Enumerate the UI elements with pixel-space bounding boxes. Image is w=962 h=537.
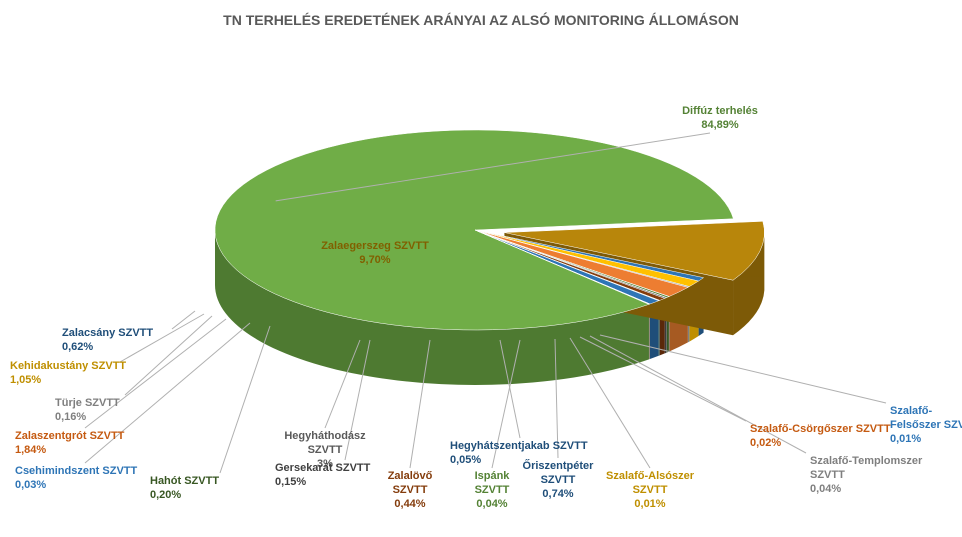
leader-line	[125, 316, 212, 395]
leader-line	[220, 326, 270, 473]
leader-line	[85, 323, 250, 463]
leader-line	[590, 336, 806, 453]
leader-line	[120, 314, 204, 362]
leader-line	[172, 311, 195, 329]
leader-line	[85, 319, 226, 428]
pie-chart-svg	[0, 0, 962, 537]
